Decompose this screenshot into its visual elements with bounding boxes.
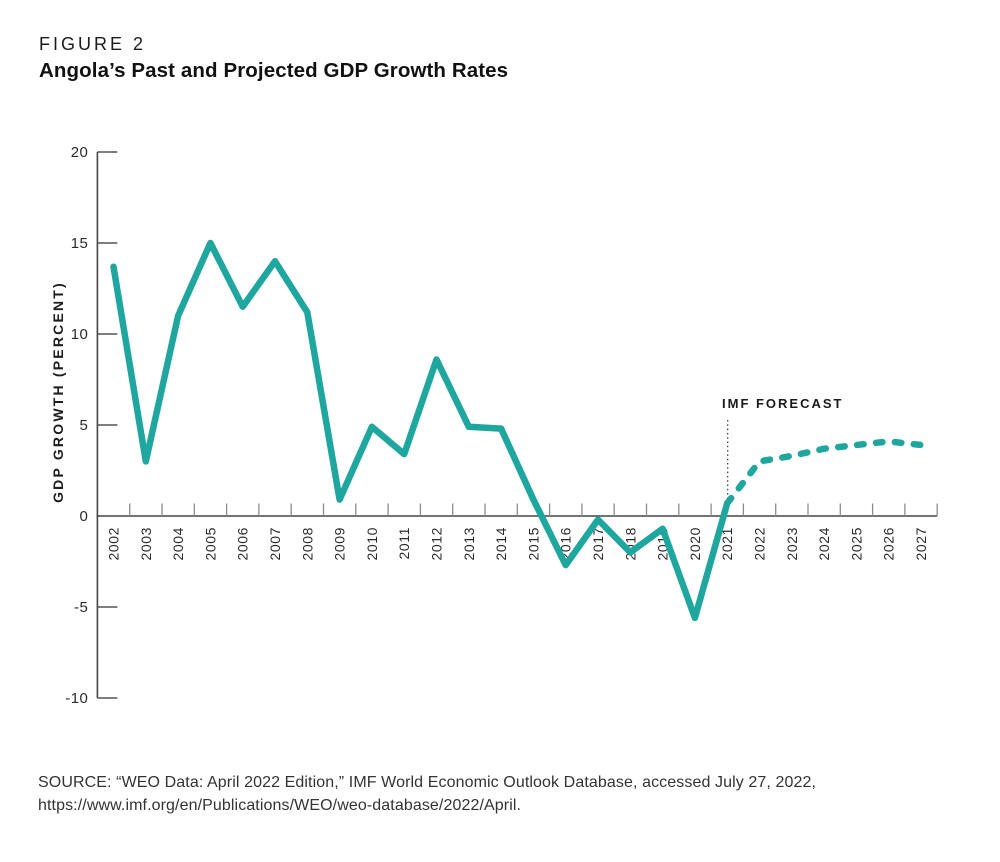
forecast-gdp-line — [723, 438, 925, 507]
source-note-line-1: SOURCE: “WEO Data: April 2022 Edition,” … — [38, 774, 817, 791]
y-tick-label-15: 15 — [71, 235, 89, 252]
y-tick-label-5: 5 — [80, 417, 89, 434]
x-tick-label-2020: 2020 — [687, 527, 703, 561]
x-tick-label-2004: 2004 — [170, 527, 186, 561]
x-tick-label-2008: 2008 — [299, 527, 315, 561]
x-tick-label-2005: 2005 — [202, 527, 218, 561]
figure-title: Angola’s Past and Projected GDP Growth R… — [39, 59, 509, 82]
y-tick-label-0: 0 — [80, 508, 89, 525]
x-tick-label-2021: 2021 — [719, 527, 735, 561]
x-tick-label-2022: 2022 — [752, 527, 768, 561]
x-tick-label-2027: 2027 — [913, 527, 929, 561]
x-tick-label-2024: 2024 — [816, 527, 832, 561]
y-tick-label-20: 20 — [71, 144, 89, 161]
x-tick-label-2012: 2012 — [429, 527, 445, 561]
x-tick-label-2015: 2015 — [525, 527, 541, 561]
x-tick-label-2026: 2026 — [881, 527, 897, 561]
source-note: SOURCE: “WEO Data: April 2022 Edition,” … — [38, 771, 958, 817]
x-tick-label-2003: 2003 — [138, 527, 154, 561]
y-tick-label--10: -10 — [65, 690, 88, 707]
figure-label: FIGURE 2 — [39, 34, 147, 54]
x-tick-label-2023: 2023 — [784, 527, 800, 561]
x-tick-label-2009: 2009 — [332, 527, 348, 561]
x-tick-label-2002: 2002 — [106, 527, 122, 561]
x-tick-label-2014: 2014 — [493, 527, 509, 561]
x-tick-label-2010: 2010 — [364, 527, 380, 561]
x-tick-label-2025: 2025 — [848, 527, 864, 561]
y-tick-label-10: 10 — [71, 326, 89, 343]
imf-forecast-annotation-label: IMF FORECAST — [722, 396, 844, 411]
x-tick-label-2006: 2006 — [235, 527, 251, 561]
y-tick-label--5: -5 — [74, 599, 88, 616]
y-axis-title: GDP GROWTH (PERCENT) — [50, 281, 66, 503]
x-tick-label-2013: 2013 — [461, 527, 477, 561]
historical-gdp-line — [110, 239, 731, 622]
x-tick-label-2017: 2017 — [590, 527, 606, 561]
x-tick-label-2011: 2011 — [396, 527, 412, 560]
x-tick-label-2007: 2007 — [267, 527, 283, 561]
source-note-line-2: https://www.imf.org/en/Publications/WEO/… — [38, 797, 522, 814]
